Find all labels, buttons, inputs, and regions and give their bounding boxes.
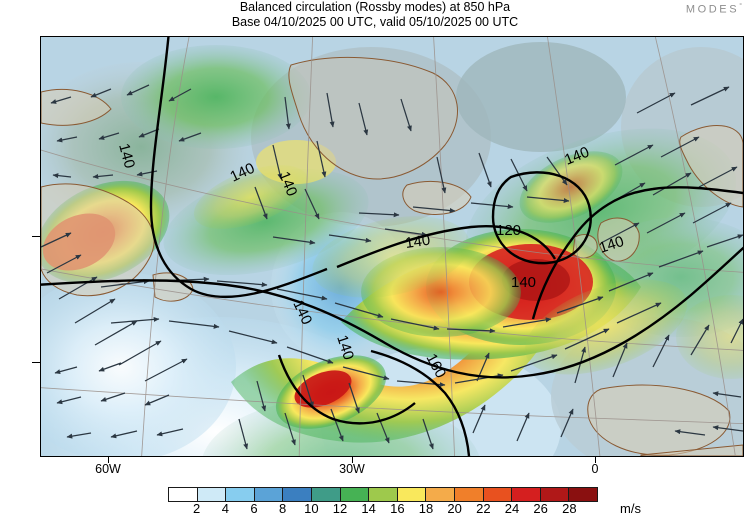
colorbar-tick-16: 16 xyxy=(390,501,405,516)
x-axis-tick-30w xyxy=(352,455,354,463)
colorbar-cell-3 xyxy=(254,488,284,501)
coastlines xyxy=(41,56,743,456)
colorbar-tick-20: 20 xyxy=(447,501,462,516)
contour-label-120: 120 xyxy=(496,222,521,239)
colorbar-cell-10 xyxy=(454,488,484,501)
colorbar-cell-7 xyxy=(369,488,398,501)
colorbar-cell-2 xyxy=(226,488,255,501)
chart-subtitle: Base 04/10/2025 00 UTC, valid 05/10/2025… xyxy=(231,15,519,29)
colorbar-tick-10: 10 xyxy=(304,501,319,516)
colorbar-cell-12 xyxy=(512,488,541,501)
x-axis-label-30w: 30W xyxy=(339,462,365,476)
y-axis-tick-40n xyxy=(32,236,40,238)
x-axis-label-0: 0 xyxy=(591,462,599,476)
colorbar-cell-8 xyxy=(397,488,427,501)
geopotential-contours xyxy=(41,37,743,456)
modes-logo: MODES° xyxy=(686,3,742,16)
colorbar-cell-11 xyxy=(483,488,513,501)
modes-logo-mark: ° xyxy=(739,3,742,10)
map-canvas: 140 140 140 140 140 140 120 xyxy=(41,37,743,456)
x-axis-label-60w: 60W xyxy=(95,462,121,476)
colorbar-tick-8: 8 xyxy=(279,501,287,516)
colorbar-cell-5 xyxy=(311,488,341,501)
colorbar-cell-9 xyxy=(426,488,455,501)
colorbar-tick-labels: 2 4 6 8 10 12 14 16 18 20 22 24 26 28 xyxy=(168,501,598,517)
x-axis-tick-60w xyxy=(108,455,110,463)
colorbar-cell-14 xyxy=(569,488,597,501)
colorbar-cell-6 xyxy=(340,488,370,501)
colorbar-cell-13 xyxy=(540,488,570,501)
y-axis-tick-30n xyxy=(32,362,40,364)
contour-label-140-g: 140 xyxy=(511,274,536,291)
x-axis-tick-0 xyxy=(595,455,597,463)
colorbar-tick-28: 28 xyxy=(562,501,577,516)
colorbar-cell-0 xyxy=(169,488,198,501)
colorbar-tick-24: 24 xyxy=(504,501,520,516)
colorbar xyxy=(168,487,598,502)
map-plot-area: 140 140 140 140 140 140 120 xyxy=(40,36,744,457)
chart-title-block: Balanced circulation (Rossby modes) at 8… xyxy=(0,0,750,30)
colorbar-cell-1 xyxy=(197,488,227,501)
colorbar-units-label: m/s xyxy=(620,501,641,516)
page-title: Balanced circulation (Rossby modes) at 8… xyxy=(239,0,511,14)
colorbar-tick-18: 18 xyxy=(418,501,434,516)
colorbar-tick-2: 2 xyxy=(193,501,201,516)
colorbar-tick-14: 14 xyxy=(361,501,376,516)
contour-label-140-f: 140 xyxy=(404,232,431,252)
contour-label-140-e: 140 xyxy=(333,333,357,362)
colorbar-tick-4: 4 xyxy=(221,501,229,516)
contour-label-140-i: 140 xyxy=(597,233,626,257)
colorbar-cell-4 xyxy=(283,488,312,501)
colorbar-tick-6: 6 xyxy=(250,501,258,516)
contour-label-140-a: 140 xyxy=(115,142,138,171)
modes-logo-text: MODES xyxy=(685,3,740,16)
colorbar-tick-26: 26 xyxy=(533,501,548,516)
colorbar-tick-22: 22 xyxy=(476,501,491,516)
colorbar-tick-12: 12 xyxy=(332,501,348,516)
